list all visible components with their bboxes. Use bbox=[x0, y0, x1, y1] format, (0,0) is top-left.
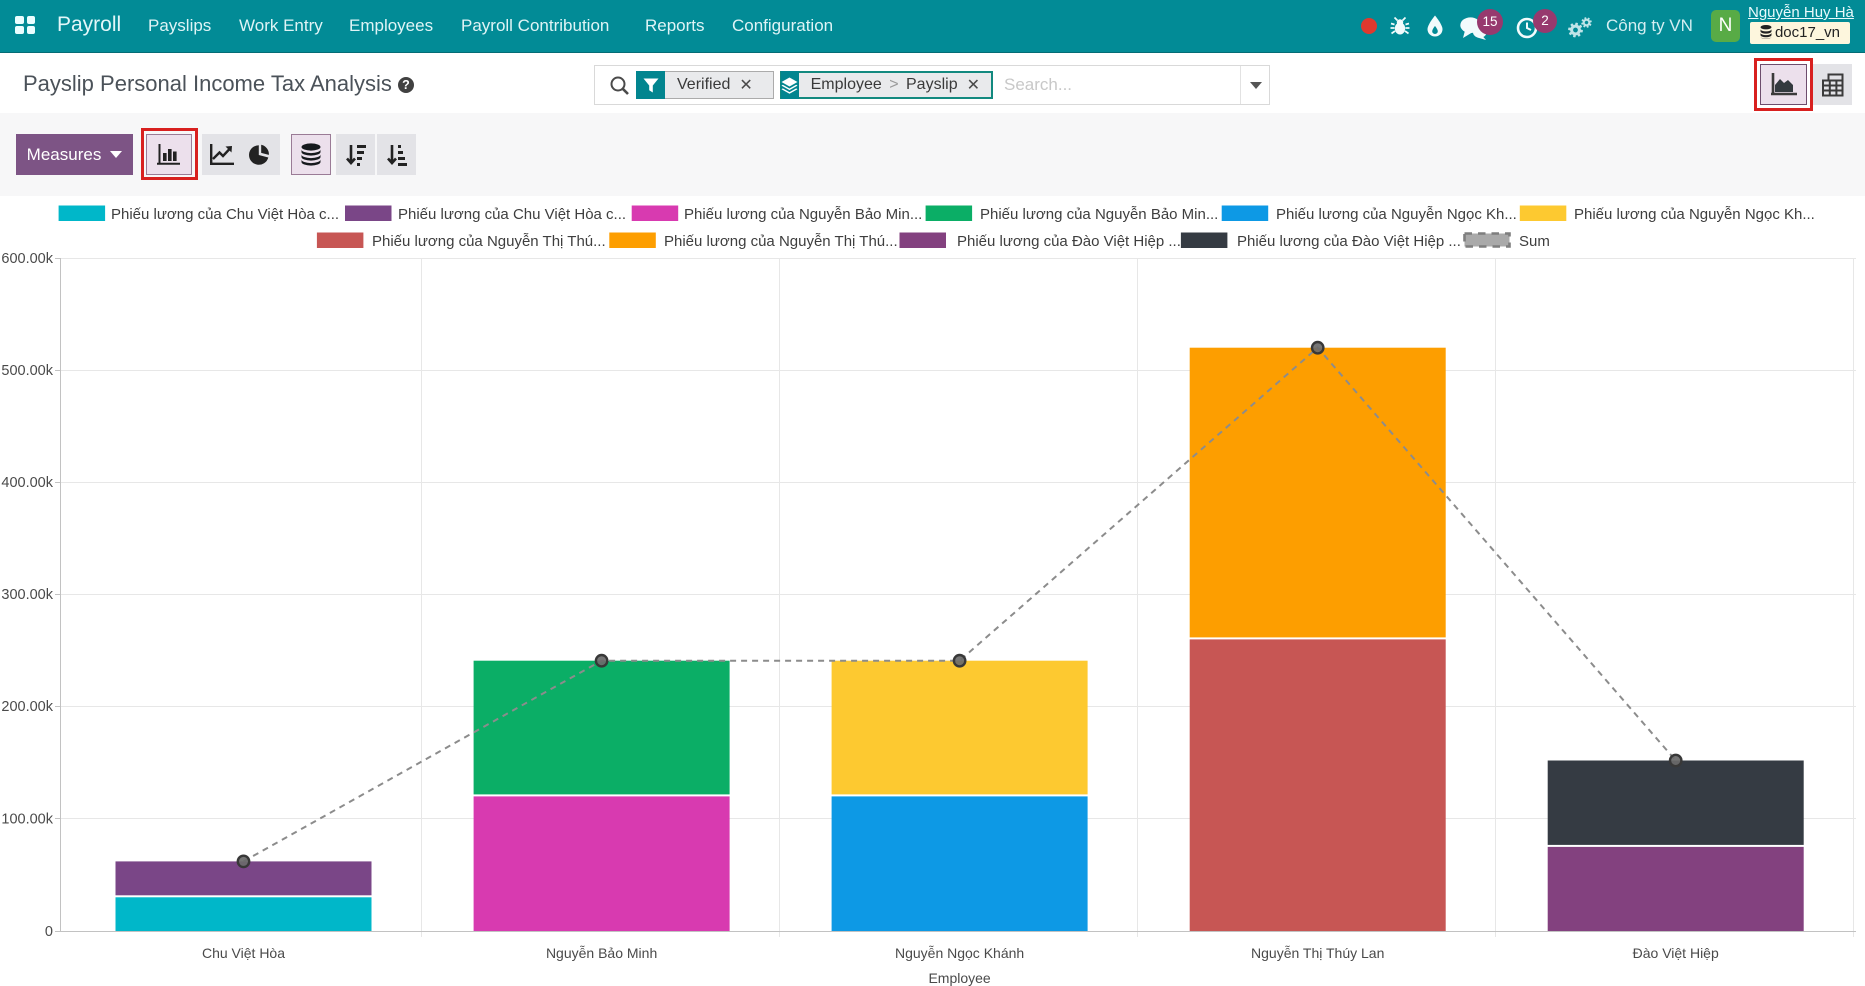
svg-text:Phiếu lương của Nguyễn Bảo Min: Phiếu lương của Nguyễn Bảo Min... bbox=[980, 206, 1218, 223]
svg-text:Sum: Sum bbox=[1519, 233, 1550, 250]
svg-text:Phiếu lương của Chu Việt Hòa c: Phiếu lương của Chu Việt Hòa c... bbox=[398, 206, 626, 223]
svg-text:Phiếu lương của Nguyễn Thị Thú: Phiếu lương của Nguyễn Thị Thú... bbox=[372, 233, 606, 250]
svg-text:0: 0 bbox=[45, 924, 53, 940]
svg-text:Phiếu lương của Nguyễn Ngọc Kh: Phiếu lương của Nguyễn Ngọc Kh... bbox=[1276, 206, 1517, 223]
svg-text:Phiếu lương của Đào Việt Hiệp: Phiếu lương của Đào Việt Hiệp ... bbox=[957, 233, 1181, 250]
svg-text:Nguyễn Bảo Minh: Nguyễn Bảo Minh bbox=[546, 945, 657, 961]
svg-text:200.00k: 200.00k bbox=[1, 699, 53, 715]
svg-text:Phiếu lương của Nguyễn Bảo Min: Phiếu lương của Nguyễn Bảo Min... bbox=[684, 206, 922, 223]
svg-text:Phiếu lương của Đào Việt Hiệp: Phiếu lương của Đào Việt Hiệp ... bbox=[1237, 233, 1461, 250]
svg-text:500.00k: 500.00k bbox=[1, 363, 53, 379]
svg-text:Phiếu lương của Nguyễn Thị Thú: Phiếu lương của Nguyễn Thị Thú... bbox=[664, 233, 898, 250]
svg-text:600.00k: 600.00k bbox=[1, 251, 53, 267]
svg-text:Phiếu lương của Nguyễn Ngọc Kh: Phiếu lương của Nguyễn Ngọc Kh... bbox=[1574, 206, 1815, 223]
svg-text:Nguyễn Ngọc Khánh: Nguyễn Ngọc Khánh bbox=[895, 945, 1024, 961]
svg-text:Employee: Employee bbox=[928, 970, 990, 986]
svg-text:Nguyễn Thị Thúy Lan: Nguyễn Thị Thúy Lan bbox=[1251, 945, 1384, 961]
svg-text:300.00k: 300.00k bbox=[1, 587, 53, 603]
svg-text:Phiếu lương của Chu Việt Hòa c: Phiếu lương của Chu Việt Hòa c... bbox=[111, 206, 339, 223]
svg-text:400.00k: 400.00k bbox=[1, 475, 53, 491]
svg-text:Đào Việt Hiệp: Đào Việt Hiệp bbox=[1633, 945, 1719, 961]
svg-text:100.00k: 100.00k bbox=[1, 812, 53, 828]
svg-text:Chu Việt Hòa: Chu Việt Hòa bbox=[202, 945, 285, 961]
